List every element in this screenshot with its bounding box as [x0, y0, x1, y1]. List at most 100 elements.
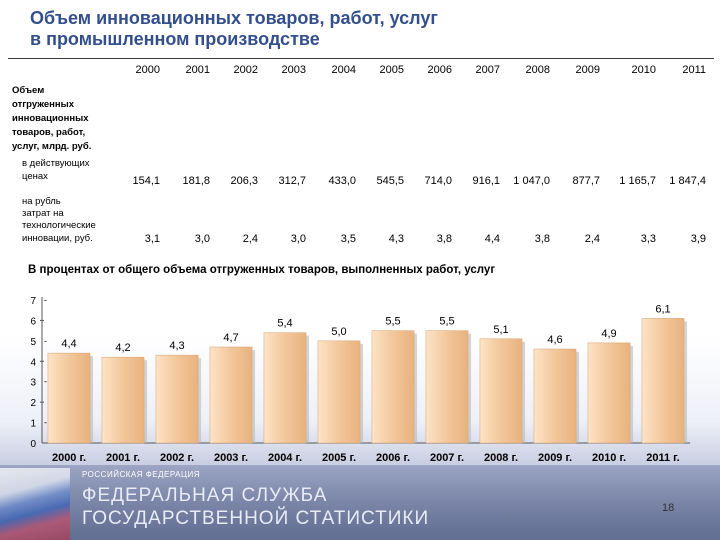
table-header-label: Объем: [12, 85, 45, 96]
table-header-year: 2005: [379, 64, 404, 76]
table-cell: 181,8: [182, 175, 210, 187]
table-header-year: 2007: [475, 64, 500, 76]
x-category-label: 2001 г.: [106, 452, 140, 464]
table-cell: 154,1: [132, 175, 160, 187]
y-tick-label: 0: [30, 439, 36, 450]
table-cell: 206,3: [230, 175, 258, 187]
y-tick-mark: -: [44, 418, 47, 428]
bar-value-label: 4,7: [223, 332, 238, 344]
table-cell: 4,3: [388, 233, 404, 245]
table-header-label: услуг, млрд. руб.: [12, 141, 92, 152]
table-header-year: 2008: [525, 64, 550, 76]
y-tick-label: 2: [30, 398, 36, 409]
title-divider: [8, 58, 714, 59]
x-category-label: 2011 г.: [646, 452, 679, 464]
bar-value-label: 4,6: [547, 334, 562, 346]
bar: [425, 330, 469, 444]
table-cell: 2,4: [242, 233, 258, 245]
table-row-label: ценах: [22, 171, 48, 182]
y-tick-label: 5: [30, 337, 36, 348]
bar: [47, 352, 91, 444]
chart-title: В процентах от общего объема отгруженных…: [28, 264, 496, 276]
table-header-year: 2004: [331, 64, 356, 76]
x-category-label: 2002 г.: [160, 452, 194, 464]
table-cell: 3,3: [640, 233, 656, 245]
table-cell: 4,4: [484, 233, 500, 245]
table-cell: 3,5: [340, 233, 356, 245]
bar-value-label: 4,3: [169, 340, 184, 352]
table-header-year: 2011: [682, 64, 706, 76]
y-tick-label: 4: [30, 357, 36, 368]
bar: [317, 340, 361, 444]
bar: [479, 338, 523, 444]
table-cell: 3,8: [436, 233, 452, 245]
x-category-label: 2007 г.: [430, 452, 464, 464]
footer-country: РОССИЙСКАЯ ФЕДЕРАЦИЯ: [82, 470, 200, 479]
bar-value-label: 5,5: [439, 316, 454, 328]
table-cell: 1 165,7: [619, 175, 656, 187]
x-category-label: 2005 г.: [322, 452, 356, 464]
table-cell: 3,1: [144, 233, 160, 245]
table-cell: 3,8: [534, 233, 550, 245]
table-cell: 312,7: [278, 175, 306, 187]
table-header-year: 2010: [631, 64, 656, 76]
bar-value-label: 4,2: [115, 342, 130, 354]
footer-org-line-2: ГОСУДАРСТВЕННОЙ СТАТИСТИКИ: [82, 508, 430, 529]
bar-value-label: 4,9: [601, 328, 616, 340]
y-tick-label: 6: [30, 316, 36, 327]
table-cell: 714,0: [424, 175, 452, 187]
x-category-label: 2010 г.: [592, 452, 626, 464]
y-tick-mark: -: [44, 377, 47, 387]
table-header-year: 2009: [575, 64, 600, 76]
bar-value-label: 5,4: [277, 318, 292, 330]
table-header-year: 2003: [281, 64, 306, 76]
page-number: 18: [662, 502, 675, 514]
table-header-year: 2000: [135, 64, 160, 76]
table-header-year: 2002: [233, 64, 258, 76]
flag-logo: [0, 468, 70, 540]
table-cell: 3,0: [194, 233, 210, 245]
footer-org-line-1: ФЕДЕРАЛЬНАЯ СЛУЖБА: [82, 485, 328, 506]
slide-title-line-2: в промышленном производстве: [30, 29, 320, 49]
table-cell: 1 847,4: [669, 175, 706, 187]
table-header-year: 2006: [427, 64, 452, 76]
slide-title-line-1: Объем инновационных товаров, работ, услу…: [30, 8, 438, 28]
y-tick-label: 3: [30, 378, 36, 389]
bar: [155, 354, 199, 444]
table-cell: 1 047,0: [513, 175, 550, 187]
x-category-label: 2004 г.: [268, 452, 302, 464]
table-header-label: отгруженных: [12, 99, 75, 110]
table-row-label: технологические: [22, 220, 96, 231]
y-tick-label: 7: [30, 296, 36, 307]
table-cell: 3,9: [690, 233, 706, 245]
table-header-year: 2001: [185, 64, 210, 76]
bar-value-label: 5,0: [331, 326, 346, 338]
table-cell: 3,0: [290, 233, 306, 245]
table-cell: 433,0: [328, 175, 356, 187]
bar: [101, 356, 145, 444]
table-cell: 2,4: [584, 233, 600, 245]
table-cell: 545,5: [376, 175, 404, 187]
bar: [641, 318, 685, 444]
table-row-label: в действующих: [22, 158, 90, 169]
bar-value-label: 6,1: [655, 303, 670, 315]
bar-value-label: 5,5: [385, 316, 400, 328]
table-row-label: на рубль: [22, 196, 61, 207]
bar: [587, 342, 631, 444]
table-header-label: инновационных: [12, 113, 89, 124]
table-header-label: товаров, работ,: [12, 127, 86, 138]
y-tick-mark: -: [44, 295, 47, 305]
x-category-label: 2008 г.: [484, 452, 518, 464]
table-cell: 877,7: [572, 175, 600, 187]
x-category-label: 2000 г.: [52, 452, 86, 464]
y-tick-label: 1: [30, 419, 36, 430]
x-category-label: 2006 г.: [376, 452, 410, 464]
bar-value-label: 4,4: [61, 338, 76, 350]
bar: [533, 348, 577, 444]
bar: [371, 330, 415, 444]
bar: [263, 332, 307, 444]
x-category-label: 2003 г.: [214, 452, 248, 464]
y-tick-mark: -: [44, 336, 47, 346]
table-row-label: затрат на: [22, 208, 64, 219]
